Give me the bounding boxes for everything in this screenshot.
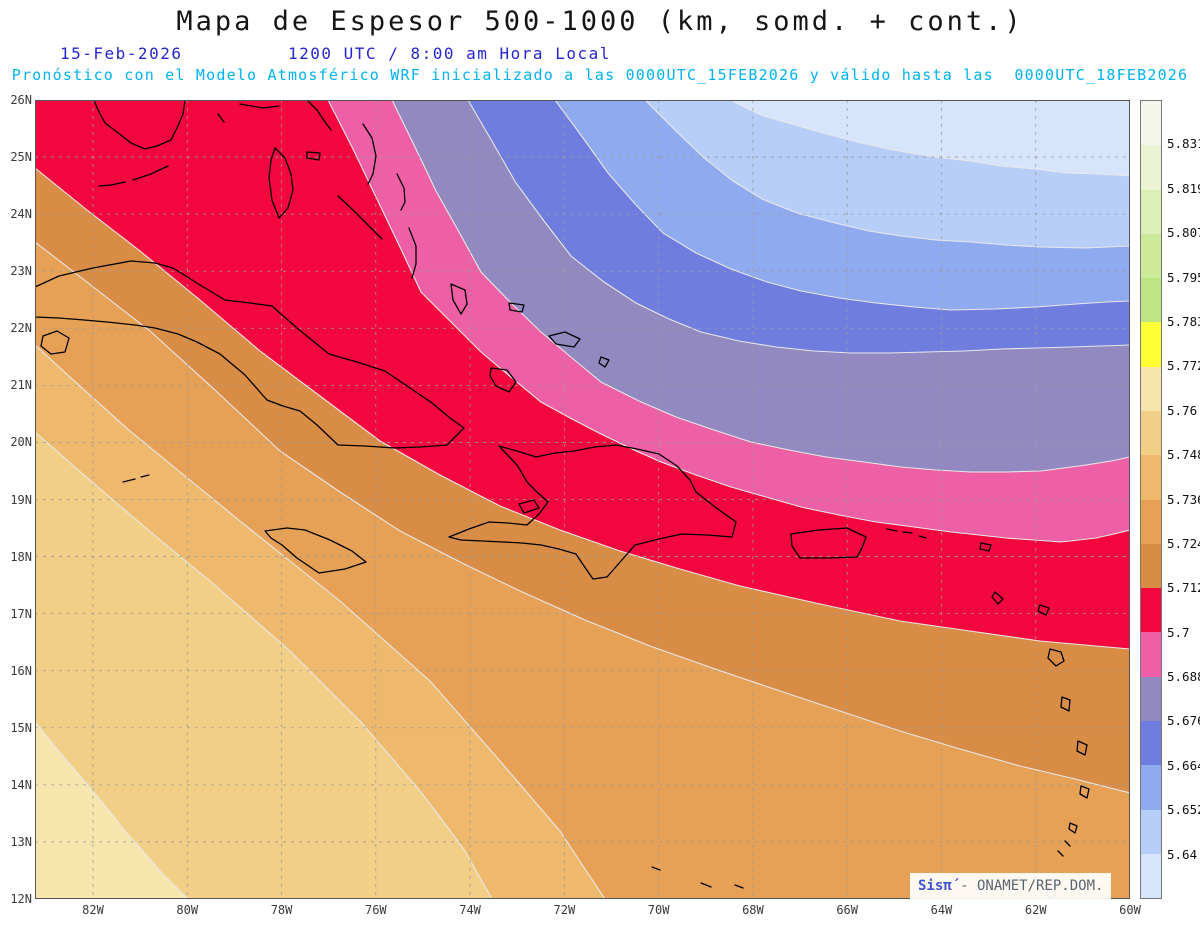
lon-label-74W: 74W bbox=[459, 903, 481, 917]
colorbar-segment-4 bbox=[1141, 278, 1161, 323]
lon-label-72W: 72W bbox=[553, 903, 576, 917]
colorbar-label-5.664: 5.664 bbox=[1167, 757, 1200, 773]
lat-label-22N: 22N bbox=[10, 321, 32, 336]
colorbar-segment-12 bbox=[1141, 632, 1161, 677]
contour-line bbox=[391, 100, 1130, 473]
band-5.76-5.772 bbox=[35, 722, 188, 899]
lon-label-70W: 70W bbox=[647, 903, 670, 917]
lon-label-62W: 62W bbox=[1024, 903, 1047, 917]
lat-label-12N: 12N bbox=[10, 892, 32, 906]
colorbar-segment-3 bbox=[1141, 233, 1161, 279]
band-5.748-5.76 bbox=[35, 432, 492, 899]
colorbar-label-5.795: 5.795 bbox=[1167, 269, 1200, 285]
forecast-date: 15-Feb-2026 bbox=[60, 44, 183, 63]
colorbar-segment-10 bbox=[1141, 543, 1161, 589]
colorbar-label-5.772: 5.772 bbox=[1167, 358, 1200, 374]
colorbar-segment-17 bbox=[1141, 853, 1161, 899]
lon-label-60W: 60W bbox=[1119, 903, 1141, 917]
forecast-time: 1200 UTC / 8:00 am Hora Local bbox=[288, 44, 611, 63]
colorbar-label-5.688: 5.688 bbox=[1167, 669, 1200, 685]
contour-line bbox=[467, 100, 1130, 354]
lat-label-16N: 16N bbox=[10, 663, 32, 678]
colorbar-segment-16 bbox=[1141, 809, 1161, 854]
contour-line bbox=[35, 241, 1130, 794]
colorbar-segment-14 bbox=[1141, 720, 1161, 766]
colorbar-label-5.807: 5.807 bbox=[1167, 225, 1200, 241]
lat-label-26N: 26N bbox=[10, 93, 32, 107]
lat-label-17N: 17N bbox=[10, 606, 32, 621]
coastline bbox=[548, 331, 610, 368]
contour-line bbox=[554, 100, 1130, 311]
watermark: Sisπ́ - ONAMET/REP.DOM. bbox=[910, 873, 1112, 899]
contour-line bbox=[327, 100, 1130, 543]
colorbar-label-5.676: 5.676 bbox=[1167, 713, 1200, 729]
colorbar-label-5.819: 5.819 bbox=[1167, 180, 1200, 196]
contour-line bbox=[35, 167, 1130, 650]
page-title: Mapa de Espesor 500-1000 (km, somd. + co… bbox=[176, 6, 1024, 37]
map-frame bbox=[35, 100, 1130, 899]
coastline bbox=[40, 330, 150, 483]
contour-line bbox=[35, 431, 493, 899]
thickness-contour-map bbox=[35, 100, 1130, 899]
colorbar-label-5.724: 5.724 bbox=[1167, 535, 1200, 551]
lat-label-21N: 21N bbox=[10, 378, 32, 393]
watermark-brand: Sisπ́ bbox=[918, 878, 952, 894]
lon-label-64W: 64W bbox=[930, 903, 953, 917]
colorbar bbox=[1140, 100, 1162, 899]
lon-label-66W: 66W bbox=[836, 903, 859, 917]
lat-label-20N: 20N bbox=[10, 435, 32, 450]
colorbar-label-5.831: 5.831 bbox=[1167, 136, 1200, 152]
lat-label-24N: 24N bbox=[10, 207, 32, 222]
colorbar-segment-5 bbox=[1141, 322, 1161, 367]
colorbar-label-5.7: 5.7 bbox=[1167, 624, 1190, 640]
lat-label-14N: 14N bbox=[10, 777, 32, 792]
lon-label-76W: 76W bbox=[364, 903, 387, 917]
coastline bbox=[93, 100, 225, 187]
colorbar-segment-0 bbox=[1141, 101, 1161, 146]
lat-label-13N: 13N bbox=[10, 834, 32, 849]
contour-line bbox=[35, 721, 189, 899]
lat-label-15N: 15N bbox=[10, 720, 32, 735]
colorbar-label-5.748: 5.748 bbox=[1167, 447, 1200, 463]
coastline bbox=[239, 100, 377, 219]
colorbar-segment-1 bbox=[1141, 145, 1161, 190]
map-area bbox=[35, 100, 1130, 899]
colorbar-label-5.783: 5.783 bbox=[1167, 313, 1200, 329]
colorbar-label-5.652: 5.652 bbox=[1167, 802, 1200, 818]
coastline bbox=[1045, 648, 1090, 899]
colorbar-segment-6 bbox=[1141, 366, 1161, 411]
coastline bbox=[790, 527, 867, 559]
colorbar-segment-15 bbox=[1141, 765, 1161, 810]
colorbar-segment-2 bbox=[1141, 189, 1161, 234]
coastline bbox=[264, 527, 367, 574]
lat-label-23N: 23N bbox=[10, 264, 32, 279]
lon-label-68W: 68W bbox=[742, 903, 764, 917]
contour-line bbox=[35, 344, 606, 899]
colorbar-label-5.712: 5.712 bbox=[1167, 580, 1200, 596]
lon-label-78W: 78W bbox=[270, 903, 293, 917]
colorbar-segment-7 bbox=[1141, 410, 1161, 456]
colorbar-label-5.76: 5.76 bbox=[1167, 402, 1198, 418]
watermark-suffix: - ONAMET/REP.DOM. bbox=[951, 878, 1104, 894]
coastline bbox=[448, 444, 737, 580]
lon-label-82W: 82W bbox=[82, 903, 104, 917]
coastline bbox=[337, 173, 525, 393]
forecast-note: Pronóstico con el Modelo Atmosférico WRF… bbox=[11, 66, 1189, 84]
colorbar-segment-8 bbox=[1141, 455, 1161, 500]
coastline bbox=[886, 528, 1050, 616]
colorbar-segment-13 bbox=[1141, 676, 1161, 721]
lon-label-80W: 80W bbox=[176, 903, 199, 917]
coastline bbox=[35, 260, 465, 449]
colorbar-segment-11 bbox=[1141, 588, 1161, 633]
lat-label-19N: 19N bbox=[10, 492, 32, 507]
contour-line bbox=[729, 100, 1130, 177]
contour-line bbox=[644, 100, 1130, 249]
colorbar-label-5.736: 5.736 bbox=[1167, 491, 1200, 507]
colorbar-segment-9 bbox=[1141, 499, 1161, 544]
lat-label-18N: 18N bbox=[10, 549, 32, 564]
coastline bbox=[651, 866, 744, 889]
colorbar-label-5.64: 5.64 bbox=[1167, 846, 1198, 862]
lat-label-25N: 25N bbox=[10, 150, 32, 165]
